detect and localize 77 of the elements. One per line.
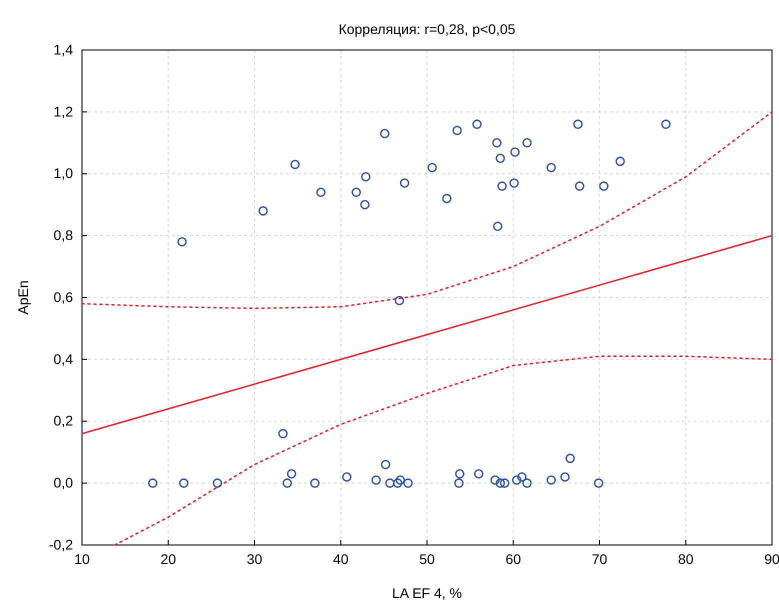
point xyxy=(496,154,505,163)
point xyxy=(392,478,402,488)
point xyxy=(286,469,296,479)
point xyxy=(497,181,507,191)
x-tick-label: 90 xyxy=(764,550,779,567)
point xyxy=(594,478,604,488)
x-tick-label: 70 xyxy=(592,550,608,567)
x-tick-label: 10 xyxy=(74,550,90,567)
point xyxy=(360,200,370,210)
point xyxy=(148,478,158,488)
point xyxy=(427,162,437,172)
point xyxy=(616,156,625,166)
x-tick-label: 80 xyxy=(678,550,694,567)
point xyxy=(512,475,522,485)
y-tick-label: 1,0 xyxy=(54,165,74,182)
point xyxy=(400,178,410,188)
point xyxy=(517,472,527,482)
y-tick-label: 0,6 xyxy=(54,288,74,305)
point xyxy=(573,120,583,129)
point xyxy=(212,478,222,488)
point xyxy=(472,120,482,129)
y-tick-label: 0,2 xyxy=(54,412,74,429)
point xyxy=(396,475,405,485)
point xyxy=(342,472,352,482)
point xyxy=(310,478,320,488)
point xyxy=(500,478,510,488)
point xyxy=(510,147,520,157)
point xyxy=(179,478,188,488)
line-series xyxy=(82,111,772,310)
point xyxy=(452,126,462,136)
point xyxy=(560,472,570,482)
x-tick-label: 60 xyxy=(505,550,522,567)
y-axis-title: ApEn xyxy=(15,280,31,315)
point xyxy=(394,296,404,306)
point xyxy=(509,178,519,188)
point xyxy=(316,188,326,197)
point xyxy=(177,237,187,246)
point xyxy=(278,428,288,438)
point xyxy=(290,160,300,170)
x-axis-title: LA EF 4, % xyxy=(392,585,462,601)
point xyxy=(661,120,671,129)
point xyxy=(454,478,464,488)
point xyxy=(496,478,505,488)
x-tick-label: 40 xyxy=(332,550,349,567)
point xyxy=(380,460,390,470)
point xyxy=(546,162,556,172)
point xyxy=(522,138,532,148)
point xyxy=(380,128,390,138)
y-tick-label: -0,2 xyxy=(48,536,74,552)
chart-title: Корреляция: r=0,28, p<0,05 xyxy=(338,21,516,37)
point xyxy=(258,206,268,216)
x-tick-label: 30 xyxy=(246,550,262,567)
x-tick-label: 20 xyxy=(160,550,176,567)
y-tick-label: 1,2 xyxy=(54,103,74,120)
point xyxy=(599,181,608,191)
point xyxy=(574,181,584,191)
y-tick-label: 0,0 xyxy=(54,474,74,491)
point xyxy=(474,469,484,479)
point xyxy=(352,188,361,197)
point xyxy=(403,478,413,488)
point xyxy=(455,469,464,479)
point xyxy=(522,478,532,488)
point xyxy=(385,478,395,488)
point xyxy=(442,194,452,204)
point xyxy=(492,138,502,148)
point xyxy=(493,222,502,232)
point xyxy=(282,478,292,488)
y-tick-label: 0,4 xyxy=(54,350,74,367)
point xyxy=(490,475,500,485)
point xyxy=(546,475,556,485)
point xyxy=(565,454,575,464)
y-tick-label: 0,8 xyxy=(54,227,74,244)
y-tick-label: 1,4 xyxy=(54,41,74,58)
line-series xyxy=(114,356,772,545)
point xyxy=(361,172,370,182)
x-tick-label: 50 xyxy=(419,550,435,567)
point xyxy=(371,475,381,485)
